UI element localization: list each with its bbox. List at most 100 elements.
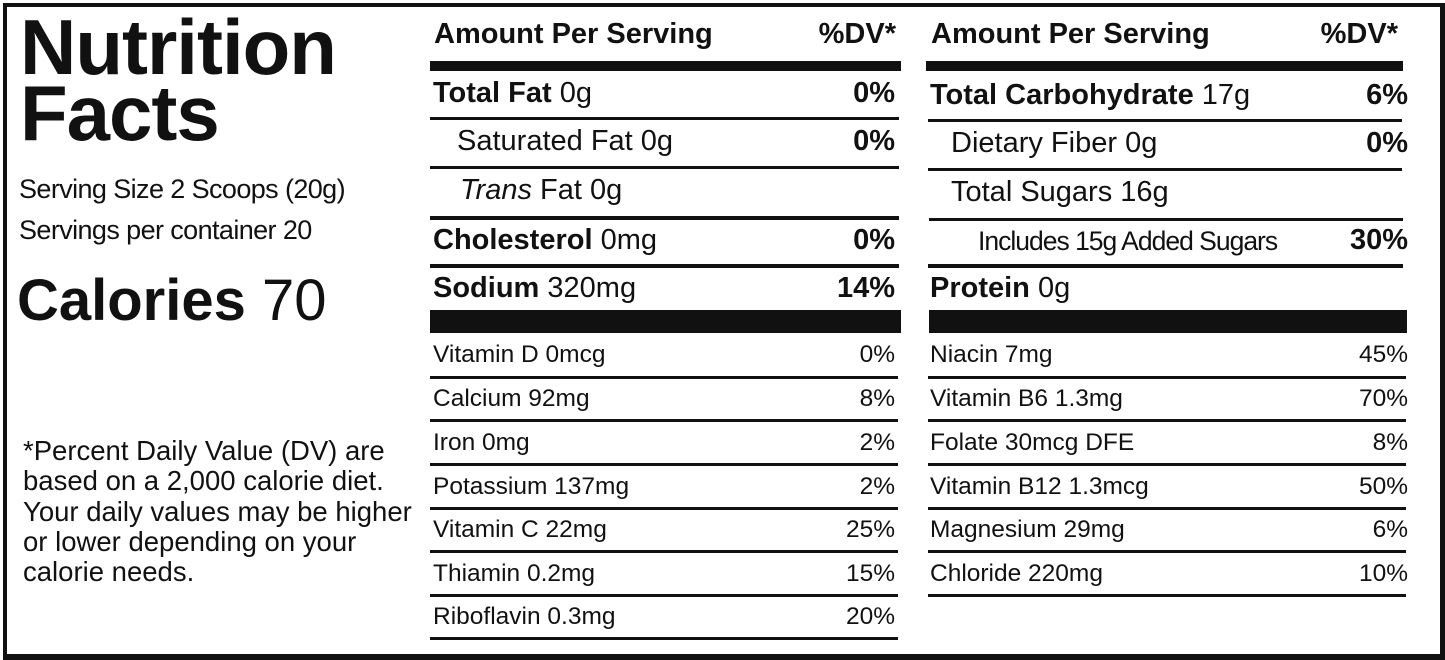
daily-value-footnote: *Percent Daily Value (DV) are based on a… [23, 435, 412, 588]
nutrient-row-added-sugars: Includes 15g Added Sugars 30% [978, 224, 1408, 257]
nutrient-dv: 6% [1366, 79, 1408, 111]
nutrient-name-italic: Trans [460, 174, 532, 206]
nutrient-amount: 17g [1201, 79, 1251, 111]
header-amount-per-serving: Amount Per Serving [931, 18, 1210, 50]
micro-row: Potassium 137mg 2% [433, 473, 895, 501]
row-divider [430, 216, 899, 220]
row-divider [430, 507, 898, 510]
calories-value: 70 [262, 268, 327, 333]
micro-row: Folate 30mcg DFE 8% [930, 429, 1408, 457]
micro-row: Iron 0mg 2% [433, 429, 895, 457]
nutrient-row-saturated-fat: Saturated Fat 0g 0% [457, 125, 895, 158]
row-divider [430, 117, 899, 120]
micro-label: Vitamin B12 1.3mcg [930, 473, 1149, 500]
micro-dv: 15% [845, 560, 895, 587]
micro-dv: 8% [1372, 429, 1408, 456]
nutrient-row-total-sugars: Total Sugars 16g [951, 176, 1408, 209]
micro-label: Chloride 220mg [930, 560, 1103, 587]
nutrient-amount: 0g [1037, 272, 1071, 304]
row-divider [928, 594, 1406, 597]
header-percent-dv: %DV* [818, 18, 896, 50]
header-amount-per-serving: Amount Per Serving [434, 18, 713, 50]
nutrition-facts-title: Nutrition Facts [20, 3, 337, 157]
row-divider [430, 166, 899, 169]
nutrient-dv: 0% [853, 224, 895, 256]
header-percent-dv: %DV* [1320, 18, 1398, 50]
micro-label: Calcium 92mg [433, 385, 590, 412]
row-divider [928, 376, 1406, 379]
row-divider [928, 119, 1402, 122]
nutrient-dv: 0% [1366, 127, 1408, 159]
nutrient-name: Total Sugars [951, 176, 1113, 208]
title-line-2: Facts [20, 69, 220, 157]
row-divider [430, 264, 899, 268]
nutrition-label-border [3, 3, 1445, 660]
row-divider [928, 550, 1406, 553]
row-divider [929, 218, 1403, 221]
row-divider [430, 550, 898, 553]
row-divider [430, 419, 898, 422]
micro-dv: 50% [1358, 473, 1408, 500]
micro-dv: 2% [859, 429, 895, 456]
row-divider [928, 507, 1406, 510]
title-line-1: Nutrition [20, 3, 337, 91]
micro-row: Vitamin B12 1.3mcg 50% [930, 473, 1408, 501]
nutrient-row-cholesterol: Cholesterol 0mg 0% [433, 224, 895, 257]
row-divider [430, 463, 898, 466]
serving-size: Serving Size 2 Scoops (20g) [19, 174, 346, 204]
row-divider [928, 419, 1406, 422]
micro-row: Thiamin 0.2mg 15% [433, 560, 895, 588]
nutrient-amount: 0g [1125, 127, 1158, 159]
nutrient-amount: 0g [640, 125, 674, 157]
micro-row: Niacin 7mg 45% [930, 341, 1408, 369]
micro-label: Potassium 137mg [433, 473, 630, 500]
micro-dv: 2% [859, 473, 895, 500]
thick-bar-divider [929, 310, 1407, 333]
nutrient-row-trans-fat: Trans Fat 0g [460, 174, 895, 207]
nutrient-name-rest: Fat [540, 174, 582, 206]
micro-dv: 0% [859, 341, 895, 368]
nutrient-dv: 30% [1349, 224, 1408, 256]
micro-row: Calcium 92mg 8% [433, 385, 895, 413]
thick-divider [926, 61, 1403, 71]
micro-dv: 6% [1372, 516, 1408, 543]
micro-label: Thiamin 0.2mg [433, 560, 596, 587]
nutrient-row-dietary-fiber: Dietary Fiber 0g 0% [951, 127, 1408, 160]
micro-row: Vitamin D 0mcg 0% [433, 341, 895, 369]
row-divider [430, 637, 898, 640]
micro-label: Vitamin D 0mcg [433, 341, 606, 368]
micro-dv: 70% [1358, 385, 1408, 412]
nutrient-dv: 0% [853, 77, 895, 109]
micro-dv: 45% [1358, 341, 1408, 368]
nutrient-name: Protein [930, 272, 1030, 304]
nutrient-name: Includes 15g Added Sugars [978, 226, 1278, 256]
thick-bar-divider [430, 310, 901, 333]
nutrient-amount: 0g [559, 77, 593, 109]
row-divider [928, 264, 1403, 268]
row-divider [928, 463, 1406, 466]
nutrient-dv: 14% [836, 272, 895, 304]
row-divider [430, 376, 898, 379]
row-divider [928, 168, 1402, 171]
micro-dv: 8% [859, 385, 895, 412]
nutrient-name: Cholesterol [433, 224, 593, 256]
thick-divider [430, 61, 901, 71]
calories-label: Calories [17, 268, 246, 333]
nutrient-name: Total Fat [433, 77, 552, 109]
micro-label: Magnesium 29mg [930, 516, 1125, 543]
nutrient-name: Total Carbohydrate [930, 79, 1194, 111]
nutrient-dv: 0% [853, 125, 895, 157]
nutrient-row-sodium: Sodium 320mg 14% [433, 272, 895, 305]
nutrient-amount: 16g [1120, 176, 1169, 208]
micro-row: Riboflavin 0.3mg 20% [433, 603, 895, 631]
nutrient-row-total-fat: Total Fat 0g 0% [433, 77, 895, 110]
nutrient-name: Dietary Fiber [951, 127, 1117, 159]
servings-per-container: Servings per container 20 [19, 215, 312, 245]
micro-dv: 25% [845, 516, 895, 543]
micro-dv: 20% [845, 603, 895, 630]
micro-row: Magnesium 29mg 6% [930, 516, 1408, 544]
micro-row: Vitamin C 22mg 25% [433, 516, 895, 544]
nutrient-amount: 320mg [547, 272, 637, 304]
nutrient-amount: 0g [590, 174, 623, 206]
micro-label: Folate 30mcg DFE [930, 429, 1135, 456]
